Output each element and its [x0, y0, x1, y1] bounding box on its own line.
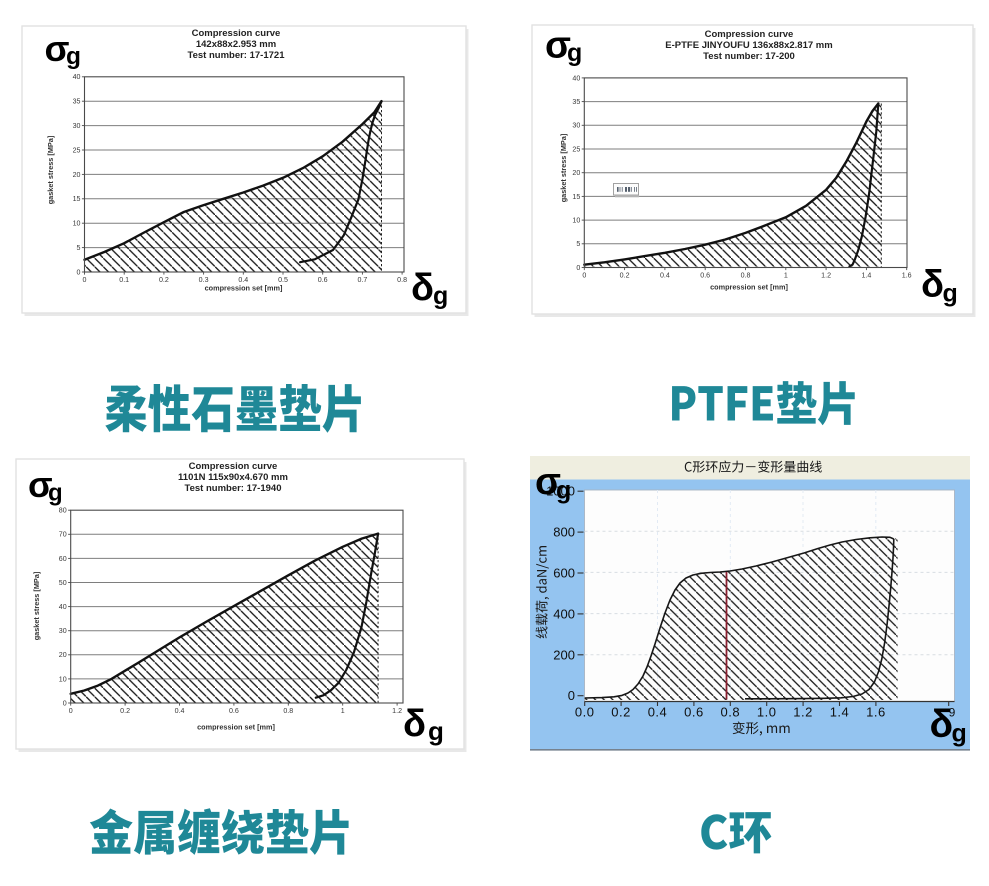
svg-text:compression set [mm]: compression set [mm] [710, 283, 788, 292]
svg-text:1.2: 1.2 [392, 707, 402, 715]
svg-text:0.4: 0.4 [660, 271, 670, 279]
svg-text:20: 20 [572, 169, 580, 177]
svg-text:200: 200 [553, 647, 575, 662]
svg-text:20: 20 [73, 171, 81, 179]
svg-text:30: 30 [572, 122, 580, 130]
svg-text:σ: σ [28, 464, 53, 505]
svg-text:Compression curve: Compression curve [705, 29, 794, 40]
svg-text:0.1: 0.1 [119, 276, 129, 284]
svg-text:25: 25 [73, 146, 81, 154]
svg-text:0.2: 0.2 [159, 276, 169, 284]
svg-text:0: 0 [63, 699, 67, 707]
svg-text:0: 0 [576, 264, 580, 272]
svg-text:10: 10 [59, 675, 67, 683]
svg-text:50: 50 [59, 579, 67, 587]
svg-text:g: g [556, 477, 571, 505]
svg-text:gasket stress [MPa]: gasket stress [MPa] [32, 571, 41, 640]
svg-text:1.4: 1.4 [861, 271, 871, 279]
svg-text:compression set [mm]: compression set [mm] [197, 723, 275, 732]
svg-text:35: 35 [572, 98, 580, 106]
svg-text:60: 60 [59, 555, 67, 563]
svg-text:σ: σ [45, 28, 70, 69]
svg-text:0: 0 [582, 271, 586, 279]
svg-text:δ: δ [921, 264, 944, 306]
svg-text:5: 5 [77, 244, 81, 252]
svg-text:30: 30 [73, 122, 81, 130]
svg-text:Test number: 17-1940: Test number: 17-1940 [185, 483, 282, 494]
svg-text:80: 80 [59, 507, 67, 515]
svg-text:σ: σ [535, 461, 561, 503]
svg-text:0.4: 0.4 [238, 276, 248, 284]
svg-text:142x88x2.953 mm: 142x88x2.953 mm [196, 39, 276, 50]
svg-text:g: g [433, 282, 448, 310]
svg-text:40: 40 [59, 603, 67, 611]
svg-text:δ: δ [403, 703, 426, 745]
svg-text:0.2: 0.2 [120, 707, 130, 715]
svg-text:0.7: 0.7 [357, 276, 367, 284]
svg-text:δ: δ [411, 267, 434, 309]
svg-text:800: 800 [553, 525, 575, 540]
svg-text:0.0: 0.0 [575, 705, 595, 720]
svg-text:10: 10 [572, 217, 580, 225]
svg-text:1.4: 1.4 [830, 705, 850, 720]
svg-text:0.8: 0.8 [397, 276, 407, 284]
svg-text:40: 40 [73, 73, 81, 81]
svg-text:δ: δ [930, 703, 954, 746]
svg-text:0.3: 0.3 [199, 276, 209, 284]
svg-text:15: 15 [73, 195, 81, 203]
svg-text:E-PTFE JINYOUFU 136x88x2.817 m: E-PTFE JINYOUFU 136x88x2.817 mm [665, 40, 832, 51]
svg-text:30: 30 [59, 627, 67, 635]
svg-text:compression set [mm]: compression set [mm] [205, 284, 283, 293]
svg-text:9: 9 [949, 706, 956, 720]
svg-text:15: 15 [572, 193, 580, 201]
svg-text:0: 0 [77, 268, 81, 276]
svg-text:5: 5 [576, 240, 580, 248]
svg-text:0.6: 0.6 [229, 707, 239, 715]
svg-text:gasket stress [MPa]: gasket stress [MPa] [46, 135, 55, 204]
svg-text:0.2: 0.2 [611, 705, 631, 720]
svg-text:g: g [943, 280, 958, 308]
svg-text:Test number: 17-200: Test number: 17-200 [703, 51, 795, 62]
svg-text:0: 0 [568, 688, 575, 703]
svg-text:40: 40 [572, 74, 580, 82]
svg-text:g: g [428, 716, 444, 746]
svg-text:0.4: 0.4 [648, 705, 668, 720]
svg-text:g: g [48, 480, 63, 507]
svg-text:g: g [66, 43, 81, 70]
svg-text:Compression curve: Compression curve [189, 461, 278, 472]
svg-text:1101N 115x90x4.670 mm: 1101N 115x90x4.670 mm [178, 472, 288, 483]
svg-text:0.6: 0.6 [700, 271, 710, 279]
svg-text:20: 20 [59, 651, 67, 659]
svg-text:0.8: 0.8 [741, 271, 751, 279]
svg-text:g: g [952, 720, 967, 748]
svg-text:35: 35 [73, 98, 81, 106]
svg-text:600: 600 [553, 566, 575, 581]
svg-text:σ: σ [545, 25, 571, 67]
svg-text:1.6: 1.6 [866, 705, 886, 720]
svg-text:0.8: 0.8 [721, 705, 741, 720]
svg-text:0.5: 0.5 [278, 276, 288, 284]
svg-text:1.0: 1.0 [757, 705, 777, 720]
svg-text:0.6: 0.6 [684, 705, 704, 720]
svg-text:0: 0 [69, 707, 73, 715]
svg-text:0.4: 0.4 [175, 707, 185, 715]
svg-text:0: 0 [83, 276, 87, 284]
svg-text:70: 70 [59, 531, 67, 539]
svg-text:1: 1 [784, 271, 788, 279]
svg-text:10: 10 [73, 220, 81, 228]
svg-text:0.2: 0.2 [620, 271, 630, 279]
svg-text:25: 25 [572, 145, 580, 153]
svg-text:g: g [567, 39, 582, 67]
svg-text:1: 1 [341, 707, 345, 715]
svg-text:1.6: 1.6 [902, 271, 912, 279]
svg-text:Test number: 17-1721: Test number: 17-1721 [188, 50, 286, 61]
svg-text:1.2: 1.2 [793, 705, 813, 720]
svg-text:0.8: 0.8 [283, 707, 293, 715]
svg-text:1000: 1000 [546, 484, 575, 499]
svg-text:0.6: 0.6 [318, 276, 328, 284]
svg-text:Compression curve: Compression curve [192, 28, 281, 39]
svg-text:gasket stress [MPa]: gasket stress [MPa] [559, 133, 568, 202]
svg-text:1.2: 1.2 [821, 271, 831, 279]
svg-text:400: 400 [553, 606, 575, 621]
